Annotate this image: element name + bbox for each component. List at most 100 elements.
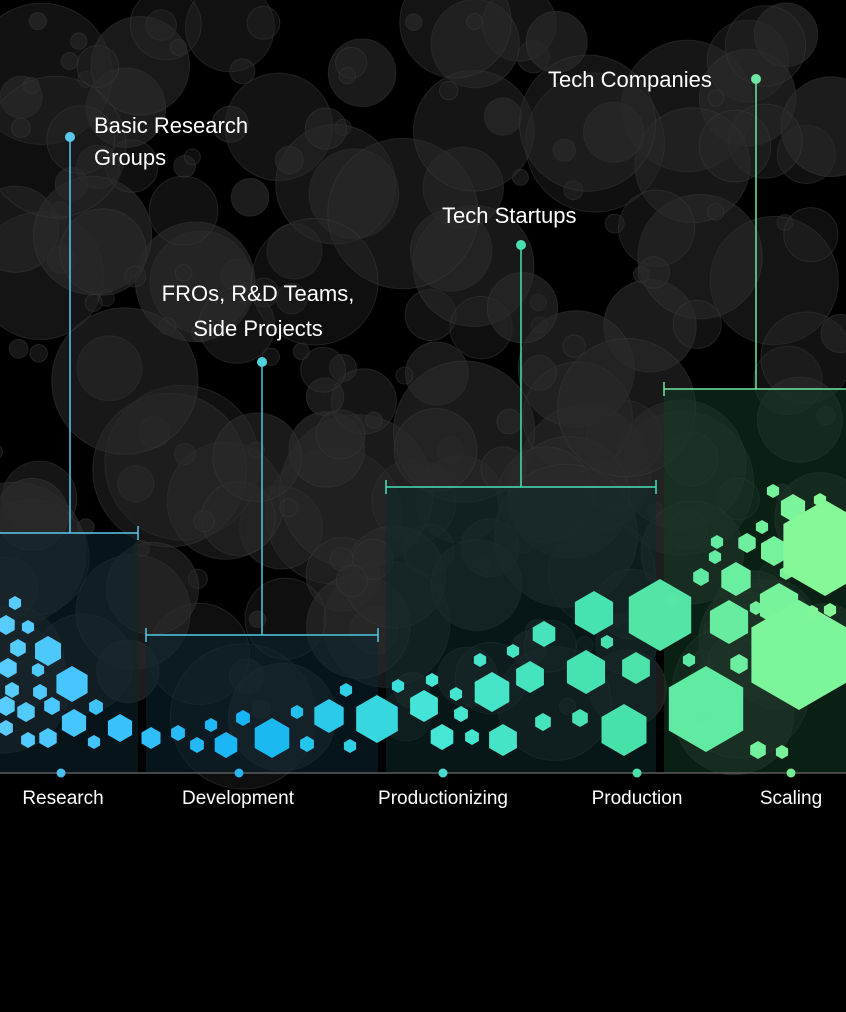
bubble — [413, 70, 535, 192]
hexagon — [489, 724, 517, 756]
hexagon — [141, 727, 161, 749]
bubble — [634, 107, 751, 224]
hexagon — [44, 697, 60, 715]
bubble — [300, 346, 347, 393]
development-panel — [146, 635, 378, 773]
hexagon — [449, 687, 463, 701]
bubble — [0, 445, 3, 459]
bubble — [521, 355, 558, 391]
bubble — [275, 282, 308, 315]
hexagon — [708, 550, 722, 564]
bubble — [211, 105, 249, 143]
bubble — [335, 46, 368, 79]
hexagon — [314, 699, 344, 733]
hexagon — [473, 653, 487, 667]
bubble — [724, 5, 807, 87]
bubble — [496, 408, 523, 435]
startup-marker — [516, 240, 526, 250]
bubble — [338, 66, 357, 85]
research-bracket — [0, 137, 139, 540]
hexagon — [0, 696, 15, 716]
bubble — [29, 344, 49, 363]
hexagon — [21, 620, 35, 634]
hexagon — [87, 735, 101, 749]
bubble — [198, 287, 276, 364]
hexagon — [574, 591, 614, 635]
hexagon — [622, 652, 650, 684]
stage-label-research: Research — [22, 788, 104, 809]
hexagon — [666, 593, 680, 607]
bubble — [753, 2, 819, 67]
bubble — [486, 272, 559, 344]
bubble — [90, 16, 190, 116]
bubble — [183, 148, 201, 166]
basic-research-label: Basic Research Groups — [94, 110, 248, 174]
bubble — [193, 510, 216, 533]
bubble — [820, 313, 846, 354]
tech-companies-label: Tech Companies — [548, 64, 712, 96]
development-marker — [257, 357, 267, 367]
hexagon — [532, 621, 556, 647]
hexagon — [0, 615, 15, 635]
hexagon — [425, 673, 439, 687]
basic-research-label-line-1: Basic Research — [94, 113, 249, 138]
bubble — [698, 109, 772, 183]
hexagon — [343, 739, 357, 753]
bubble — [0, 75, 127, 218]
bubble — [250, 217, 379, 346]
bubble — [552, 138, 576, 162]
hexagon — [356, 695, 398, 743]
hexagon — [535, 713, 551, 731]
bubble — [707, 89, 725, 107]
hexagon — [10, 639, 26, 657]
hexagon — [430, 724, 454, 750]
bubble — [174, 264, 193, 282]
hexagon — [761, 536, 787, 566]
hexagon — [766, 484, 780, 498]
hexagon — [751, 600, 846, 710]
hexagon — [474, 672, 510, 712]
bubble — [783, 207, 839, 263]
leader-lines — [0, 74, 846, 642]
hexagon — [783, 500, 846, 596]
research-marker — [65, 132, 75, 142]
development-bracket — [145, 362, 379, 642]
stage-dot-production — [632, 768, 642, 778]
bubble — [279, 498, 299, 518]
stage-dot-development — [234, 768, 244, 778]
stage-label-production: Production — [591, 788, 683, 809]
hexagon — [709, 600, 749, 644]
hexagon — [107, 714, 133, 742]
hexagon-field — [0, 484, 846, 759]
bubble — [439, 80, 459, 101]
bubble — [563, 180, 584, 201]
bubble — [124, 265, 147, 288]
hexagon — [31, 663, 45, 677]
company-marker — [751, 74, 761, 84]
hexagon — [236, 710, 250, 726]
fro-label: FROs, R&D Teams, Side Projects — [162, 276, 355, 346]
bubble — [315, 409, 366, 460]
stage-label-scaling: Scaling — [759, 788, 823, 809]
bubble — [70, 32, 88, 50]
bubble — [706, 203, 725, 221]
bubble — [22, 76, 40, 95]
hexagon — [566, 650, 606, 694]
bubble — [170, 38, 187, 56]
basic-research-label-line-2: Groups — [94, 145, 167, 170]
bubble — [672, 299, 722, 349]
bubble — [46, 105, 116, 175]
hexagon — [465, 729, 479, 745]
hexagon — [516, 661, 544, 693]
bubble — [327, 38, 397, 107]
fro-label-line-1: FROs, R&D Teams, — [161, 281, 355, 306]
hexagon — [668, 666, 744, 752]
bubble — [212, 412, 302, 503]
hexagon — [693, 568, 709, 586]
bubble — [393, 408, 478, 492]
stage-axis — [0, 768, 846, 778]
hexagon — [749, 601, 763, 615]
hexagon — [410, 690, 438, 722]
